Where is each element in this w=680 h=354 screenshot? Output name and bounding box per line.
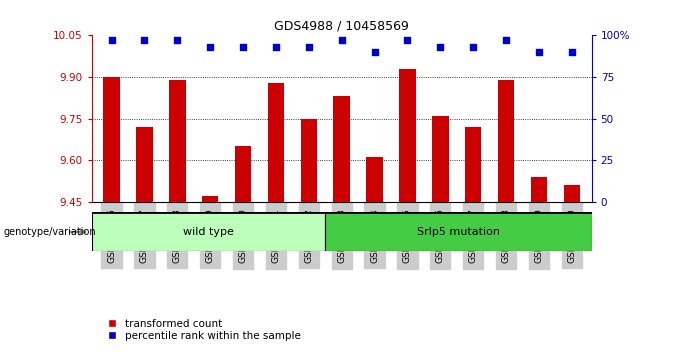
Legend: transformed count, percentile rank within the sample: transformed count, percentile rank withi… [97,315,305,345]
Text: wild type: wild type [183,227,234,237]
Point [468,44,479,50]
Point [500,38,511,43]
Point [237,44,248,50]
Bar [92,212,325,251]
Bar [333,96,350,202]
Bar [202,196,218,202]
Bar [325,212,592,251]
Bar [103,77,120,202]
Point [435,44,446,50]
Point [336,38,347,43]
Point [534,49,545,55]
Bar [268,82,284,202]
Bar [498,80,514,202]
Bar [235,146,252,202]
Bar [367,158,383,202]
Point [139,38,150,43]
Point [402,38,413,43]
Point [369,49,380,55]
Bar [564,185,580,202]
Point [205,44,216,50]
Bar [531,177,547,202]
Bar [399,69,415,202]
Bar [465,127,481,202]
Point [566,49,577,55]
Bar [301,119,317,202]
Text: genotype/variation: genotype/variation [3,227,96,237]
Point [106,38,117,43]
Point [303,44,314,50]
Point [271,44,282,50]
Bar [169,80,186,202]
Point [172,38,183,43]
Text: Srlp5 mutation: Srlp5 mutation [417,227,500,237]
Bar [136,127,152,202]
Title: GDS4988 / 10458569: GDS4988 / 10458569 [274,20,409,33]
Bar [432,116,449,202]
